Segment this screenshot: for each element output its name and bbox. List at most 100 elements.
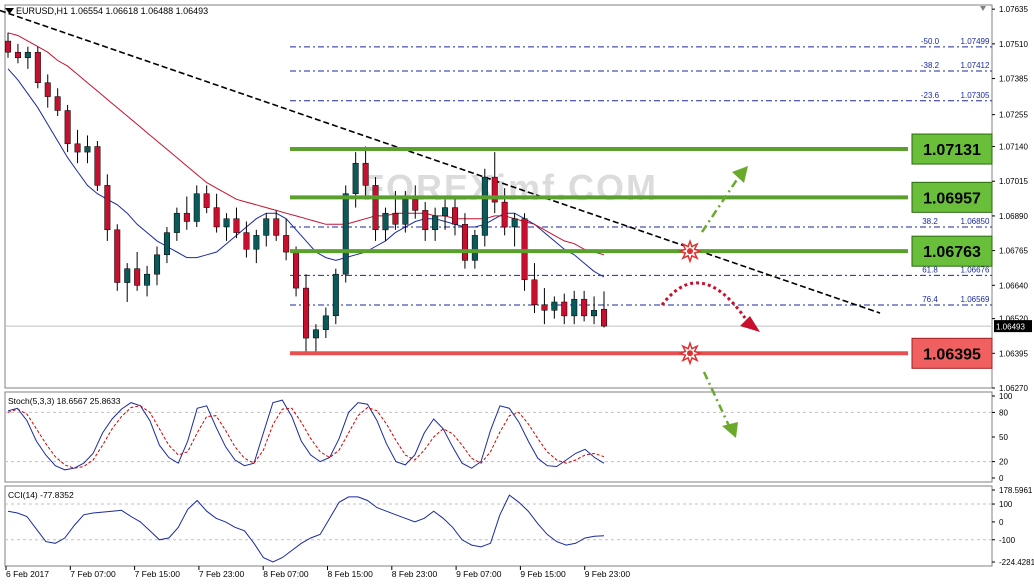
level-label: 1.06763 — [923, 244, 981, 261]
stoch-tick-label: 0 — [999, 474, 1004, 483]
candle-body — [412, 199, 419, 211]
candle-body — [362, 162, 369, 186]
starburst-center — [687, 350, 693, 357]
time-tick-label: 8 Feb 23:00 — [392, 569, 438, 579]
price-tick-label: 1.07255 — [999, 111, 1028, 120]
candle-body — [332, 273, 339, 317]
candle-body — [203, 193, 210, 208]
fib-level-price: 1.07412 — [961, 61, 990, 70]
price-tick-label: 1.06890 — [999, 212, 1028, 221]
time-tick-label: 8 Feb 15:00 — [328, 569, 374, 579]
candle-body — [342, 193, 349, 275]
candle-body — [322, 315, 329, 330]
fib-level-price: 1.07499 — [961, 37, 990, 46]
candle-body — [402, 199, 409, 225]
time-tick-label: 7 Feb 15:00 — [135, 569, 181, 579]
candle-body — [303, 287, 310, 339]
candle-body — [253, 235, 260, 250]
level-label: 1.07131 — [923, 142, 981, 159]
red-arc-arrow-head — [740, 316, 760, 332]
level-label-box — [911, 337, 993, 369]
fib-level-price: 1.07305 — [961, 91, 990, 100]
candle-body — [64, 110, 71, 145]
time-tick-label: 9 Feb 07:00 — [456, 569, 502, 579]
stoch-tick-label: 20 — [999, 458, 1008, 467]
candle-body — [352, 162, 359, 194]
candle-body — [183, 212, 190, 222]
price-tick-label: 1.07510 — [999, 40, 1028, 49]
level-label: 1.06957 — [923, 190, 981, 207]
stoch-tick-label: 100 — [999, 392, 1013, 401]
chart-shift-marker-icon[interactable] — [980, 6, 986, 11]
candle-body — [551, 301, 558, 311]
candle-body — [511, 218, 518, 228]
candle-body — [24, 51, 31, 59]
candle-body — [213, 207, 220, 228]
red-dotted-arc-arrow-line — [660, 281, 747, 319]
candle-body — [312, 329, 319, 339]
fib-level-percent: 38.2 — [922, 217, 938, 226]
candle-body — [501, 201, 508, 228]
current-price-box — [994, 320, 1032, 333]
price-tick-label: 1.06270 — [999, 384, 1028, 393]
green-dashed-up-arrow-line — [700, 171, 744, 233]
candle-body — [273, 218, 280, 236]
candle-body — [54, 96, 61, 111]
chart-dropdown-icon[interactable] — [5, 8, 14, 14]
candle-body — [163, 232, 170, 256]
candle-body — [581, 298, 588, 317]
level-label-box — [911, 235, 993, 267]
fib-level-percent: 76.4 — [922, 295, 938, 304]
fib-level-price: 1.06569 — [961, 295, 990, 304]
level-label-box — [911, 181, 993, 213]
level-label: 1.06395 — [923, 346, 981, 363]
candle-body — [114, 229, 121, 283]
stoch-line-signal — [7, 405, 605, 469]
price-tick-label: 1.06640 — [999, 281, 1028, 290]
candle-body — [94, 146, 101, 186]
fib-level-price: 1.06850 — [961, 217, 990, 226]
candle-body — [104, 185, 111, 231]
candle-body — [461, 224, 468, 261]
time-tick-label: 9 Feb 23:00 — [585, 569, 631, 579]
candle-body — [422, 210, 429, 231]
candle-body — [134, 268, 141, 286]
price-tick-label: 1.06520 — [999, 315, 1028, 324]
cci-tick-label: 100 — [999, 500, 1013, 509]
candle-body — [14, 51, 21, 59]
candle-body — [173, 212, 180, 233]
candle-body — [392, 212, 399, 225]
candle-body — [243, 232, 250, 250]
candle-body — [124, 268, 131, 283]
candle-body — [144, 273, 151, 286]
stoch-title: Stoch(5,3,3) 18.6567 25.8633 — [8, 396, 121, 406]
level-label-box — [911, 133, 993, 165]
candle-body — [561, 301, 568, 317]
time-tick-label: 7 Feb 23:00 — [199, 569, 245, 579]
candle-body — [263, 218, 270, 236]
chart-title: EURUSD,H1 1.06554 1.06618 1.06488 1.0649… — [16, 6, 208, 16]
fib-level-price: 1.06676 — [961, 265, 990, 274]
cci-tick-label: 178.5961 — [999, 486, 1033, 495]
cci-line — [7, 494, 605, 563]
fib-level-percent: -23.6 — [921, 91, 940, 100]
price-tick-label: 1.07635 — [999, 5, 1028, 14]
candle-body — [154, 254, 161, 275]
candle-body — [382, 212, 389, 231]
candle-body — [5, 40, 12, 53]
fib-level-percent: -50.0 — [921, 37, 940, 46]
starburst-center — [687, 248, 693, 255]
current-price-label: 1.06493 — [996, 323, 1025, 332]
candle-body — [601, 308, 608, 327]
candle-body — [452, 207, 459, 225]
cci-tick-label: -100 — [999, 536, 1016, 545]
candle-body — [44, 82, 51, 97]
cci-tick-label: 0 — [999, 518, 1004, 527]
stoch-tick-label: 50 — [999, 433, 1008, 442]
price-tick-label: 1.07385 — [999, 75, 1028, 84]
watermark-logo: FOREXimf.COM — [362, 167, 658, 208]
candle-body — [481, 176, 488, 236]
cci-panel-border — [4, 485, 993, 567]
